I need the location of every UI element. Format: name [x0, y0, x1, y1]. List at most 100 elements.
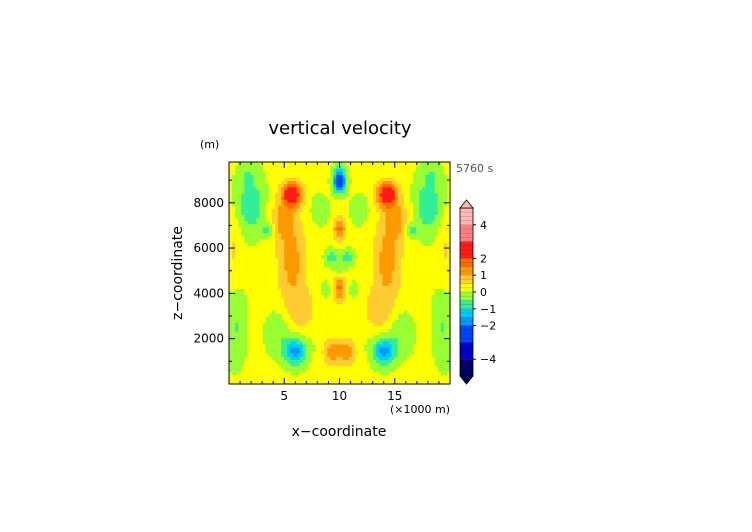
heatmap-cell — [339, 365, 344, 370]
heatmap-cell — [376, 266, 381, 271]
heatmap-cell — [419, 347, 423, 351]
heatmap-cell — [351, 377, 356, 382]
heatmap-cell — [241, 322, 245, 327]
heatmap-cell — [376, 192, 381, 197]
heatmap-cell — [284, 337, 288, 342]
heatmap-cell — [229, 353, 233, 357]
heatmap-cell — [241, 282, 245, 286]
heatmap-cell — [428, 195, 433, 200]
heatmap-cell — [357, 374, 362, 379]
heatmap-cell — [290, 273, 295, 277]
heatmap-cell — [431, 260, 436, 265]
heatmap-cell — [370, 356, 374, 360]
heatmap-cell — [400, 371, 405, 376]
heatmap-cell — [229, 226, 233, 231]
heatmap-cell — [314, 297, 319, 302]
heatmap-cell — [308, 353, 313, 357]
heatmap-cell — [293, 313, 298, 317]
heatmap-cell — [403, 371, 408, 376]
heatmap-cell — [330, 189, 334, 194]
heatmap-cell — [241, 254, 245, 259]
heatmap-cell — [425, 205, 430, 209]
heatmap-cell — [259, 226, 264, 231]
heatmap-cell — [293, 257, 298, 262]
heatmap-cell — [265, 347, 270, 351]
heatmap-cell — [413, 313, 417, 317]
heatmap-cell — [327, 165, 331, 169]
heatmap-cell — [321, 334, 325, 339]
heatmap-cell — [302, 248, 307, 253]
heatmap-cell — [229, 343, 233, 348]
heatmap-cell — [311, 319, 316, 323]
heatmap-cell — [290, 165, 295, 169]
heatmap-cell — [382, 350, 387, 354]
heatmap-cell — [336, 205, 341, 209]
heatmap-cell — [357, 236, 362, 240]
heatmap-cell — [330, 239, 334, 243]
heatmap-cell — [410, 331, 414, 336]
heatmap-cell — [318, 334, 322, 339]
heatmap-cell — [400, 285, 405, 290]
heatmap-cell — [437, 214, 442, 219]
heatmap-cell — [238, 242, 242, 246]
heatmap-cell — [271, 276, 276, 280]
heatmap-cell — [397, 232, 402, 237]
heatmap-cell — [244, 260, 249, 265]
heatmap-cell — [397, 306, 402, 311]
heatmap-cell — [364, 208, 368, 212]
heatmap-cell — [416, 199, 420, 203]
heatmap-cell — [330, 359, 334, 364]
heatmap-cell — [394, 248, 399, 253]
heatmap-cell — [290, 353, 295, 357]
heatmap-cell — [275, 162, 279, 166]
heatmap-cell — [284, 239, 288, 243]
heatmap-cell — [232, 368, 236, 373]
heatmap-cell — [256, 362, 261, 367]
heatmap-cell — [419, 300, 423, 305]
heatmap-cell — [345, 171, 350, 175]
heatmap-cell — [348, 368, 353, 373]
heatmap-cell — [400, 325, 405, 330]
heatmap-cell — [336, 328, 341, 333]
heatmap-cell — [416, 266, 420, 271]
heatmap-cell — [339, 319, 344, 323]
heatmap-cell — [385, 328, 390, 333]
heatmap-cell — [400, 223, 405, 228]
heatmap-cell — [278, 356, 282, 360]
heatmap-cell — [302, 371, 307, 376]
heatmap-cell — [373, 362, 377, 367]
heatmap-cell — [256, 343, 261, 348]
heatmap-cell — [250, 319, 255, 323]
heatmap-cell — [229, 192, 233, 197]
chart-title: vertical velocity — [268, 118, 412, 139]
heatmap-cell — [428, 236, 433, 240]
heatmap-cell — [403, 362, 408, 367]
heatmap-cell — [256, 257, 261, 262]
heatmap-cell — [425, 165, 430, 169]
heatmap-cell — [314, 174, 319, 179]
heatmap-cell — [318, 171, 322, 175]
heatmap-cell — [360, 279, 365, 283]
heatmap-cell — [370, 343, 374, 348]
heatmap-cell — [360, 257, 365, 262]
heatmap-cell — [330, 171, 334, 175]
heatmap-cell — [413, 374, 417, 379]
heatmap-cell — [382, 282, 387, 286]
heatmap-cell — [397, 279, 402, 283]
heatmap-cell — [265, 322, 270, 327]
heatmap-cell — [425, 217, 430, 222]
heatmap-cell — [437, 211, 442, 216]
heatmap-cell — [250, 192, 255, 197]
heatmap-cell — [275, 273, 279, 277]
heatmap-cell — [385, 183, 390, 188]
heatmap-cell — [394, 306, 399, 311]
heatmap-cell — [305, 245, 310, 249]
heatmap-cell — [413, 189, 417, 194]
heatmap-cell — [422, 303, 427, 308]
heatmap-cell — [318, 365, 322, 370]
heatmap-cell — [351, 356, 356, 360]
heatmap-cell — [403, 223, 408, 228]
heatmap-cell — [339, 288, 344, 293]
heatmap-cell — [416, 306, 420, 311]
heatmap-cell — [348, 325, 353, 330]
